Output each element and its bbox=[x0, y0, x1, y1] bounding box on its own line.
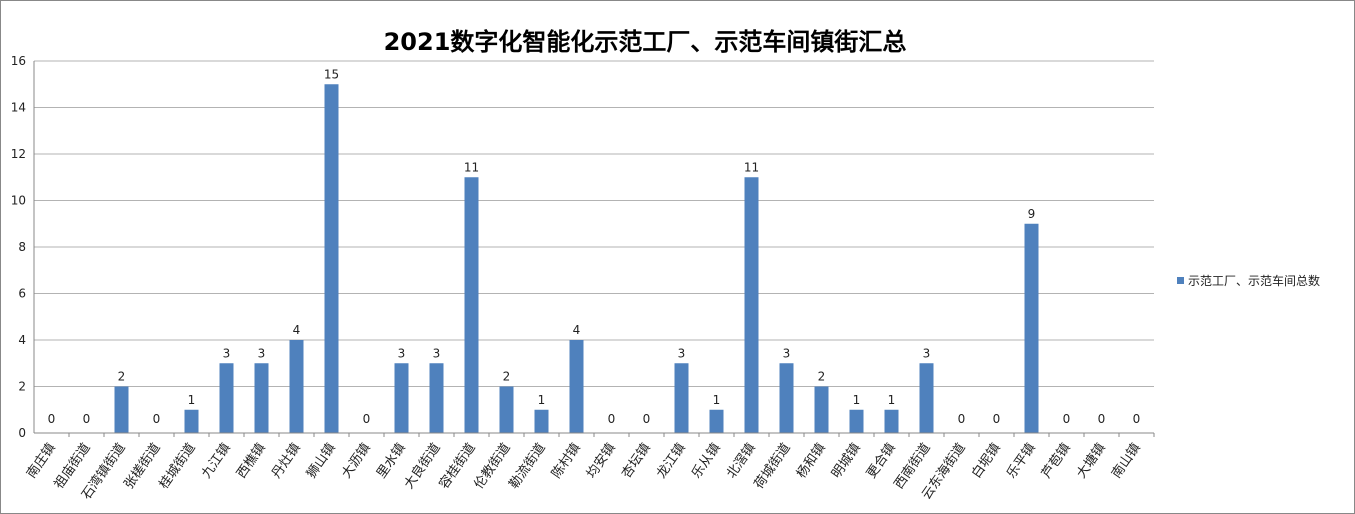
y-axis-ticks: 0 2 4 6 8 10 12 14 16 bbox=[11, 54, 26, 440]
bar bbox=[709, 409, 724, 433]
bar bbox=[184, 409, 199, 433]
data-label: 0 bbox=[1098, 412, 1106, 426]
x-tick-label: 大沥镇 bbox=[339, 441, 374, 482]
y-tick-label: 6 bbox=[18, 287, 26, 301]
data-label: 3 bbox=[433, 346, 441, 360]
data-label: 4 bbox=[293, 323, 301, 337]
y-tick-label: 16 bbox=[11, 54, 26, 68]
y-tick-label: 0 bbox=[18, 426, 26, 440]
bar bbox=[569, 340, 584, 433]
data-label: 3 bbox=[783, 346, 791, 360]
x-tick-label: 乐从镇 bbox=[689, 441, 724, 482]
bar bbox=[254, 363, 269, 433]
data-label: 0 bbox=[1133, 412, 1141, 426]
chart-title: 2021数字化智能化示范工厂、示范车间镇街汇总 bbox=[383, 28, 907, 56]
data-label: 0 bbox=[83, 412, 91, 426]
bar bbox=[779, 363, 794, 433]
x-tick-label: 大塘镇 bbox=[1073, 440, 1108, 481]
y-tick-label: 10 bbox=[11, 194, 26, 208]
bars bbox=[114, 84, 1039, 433]
data-label: 0 bbox=[363, 412, 371, 426]
data-label: 2 bbox=[818, 370, 826, 384]
data-label: 9 bbox=[1028, 207, 1036, 221]
bar bbox=[744, 177, 759, 433]
data-label: 4 bbox=[573, 323, 581, 337]
x-tick-label: 勒流街道 bbox=[507, 441, 549, 492]
x-tick-label: 陈村镇 bbox=[548, 440, 583, 481]
x-tick-label: 杨和镇 bbox=[794, 441, 829, 482]
x-tick-label: 龙江镇 bbox=[654, 441, 689, 482]
x-tick-label: 杏坛镇 bbox=[619, 441, 654, 482]
data-label: 1 bbox=[538, 393, 546, 407]
bar bbox=[499, 386, 514, 433]
data-label: 0 bbox=[1063, 412, 1071, 426]
data-label: 1 bbox=[853, 393, 861, 407]
x-tick-label: 桂城街道 bbox=[157, 441, 199, 492]
data-label: 3 bbox=[678, 346, 686, 360]
x-tick-label: 北滘镇 bbox=[724, 441, 759, 482]
data-label: 3 bbox=[923, 346, 931, 360]
legend: 示范工厂、示范车间总数 bbox=[1177, 272, 1320, 289]
data-label: 11 bbox=[744, 160, 759, 174]
data-label: 15 bbox=[324, 67, 339, 81]
bar bbox=[1024, 223, 1039, 433]
data-label: 0 bbox=[608, 412, 616, 426]
bar bbox=[884, 409, 899, 433]
bar bbox=[814, 386, 829, 433]
axes bbox=[33, 61, 1154, 434]
data-label: 0 bbox=[153, 412, 161, 426]
gridlines bbox=[34, 60, 1154, 387]
legend-swatch bbox=[1177, 277, 1184, 284]
x-tick-label: 明城镇 bbox=[829, 441, 864, 482]
bar bbox=[324, 84, 339, 433]
bar bbox=[464, 177, 479, 433]
x-tick-label: 南山镇 bbox=[1108, 440, 1143, 481]
y-tick-label: 14 bbox=[11, 101, 26, 115]
x-tick-label: 白坭镇 bbox=[968, 440, 1003, 481]
x-tick-label: 里水镇 bbox=[374, 441, 409, 482]
data-label: 0 bbox=[993, 412, 1001, 426]
y-tick-label: 8 bbox=[18, 240, 26, 254]
data-label: 0 bbox=[643, 412, 651, 426]
data-label: 3 bbox=[398, 346, 406, 360]
y-tick-label: 12 bbox=[11, 147, 26, 161]
y-tick-label: 4 bbox=[18, 333, 26, 347]
x-tick-label: 均安镇 bbox=[584, 441, 619, 482]
bar bbox=[429, 363, 444, 433]
data-label: 3 bbox=[258, 346, 266, 360]
x-tick-label: 乐平镇 bbox=[1004, 441, 1039, 482]
bar bbox=[919, 363, 934, 433]
data-label: 2 bbox=[118, 370, 126, 384]
y-tick-label: 2 bbox=[18, 380, 26, 394]
x-tick-label: 九江镇 bbox=[199, 441, 234, 482]
bar bbox=[534, 409, 549, 433]
data-label: 1 bbox=[188, 393, 196, 407]
x-tick-label: 更合镇 bbox=[864, 441, 899, 482]
bar bbox=[849, 409, 864, 433]
bar bbox=[114, 386, 129, 433]
x-tick-label: 芦苞镇 bbox=[1039, 441, 1074, 482]
x-tick-label: 南庄镇 bbox=[23, 440, 58, 481]
data-label: 3 bbox=[223, 346, 231, 360]
data-label: 1 bbox=[713, 393, 721, 407]
data-label: 0 bbox=[48, 412, 56, 426]
bar bbox=[394, 363, 409, 433]
data-label: 2 bbox=[503, 370, 511, 384]
x-tick-label: 西樵镇 bbox=[234, 441, 269, 482]
data-label: 0 bbox=[958, 412, 966, 426]
x-tick-label: 狮山镇 bbox=[304, 441, 339, 482]
x-tick-label: 荷城街道 bbox=[752, 441, 794, 492]
bar bbox=[289, 340, 304, 433]
bar bbox=[219, 363, 234, 433]
data-label: 1 bbox=[888, 393, 896, 407]
data-label: 11 bbox=[464, 160, 479, 174]
legend-label: 示范工厂、示范车间总数 bbox=[1188, 274, 1321, 288]
x-tick-label: 丹灶镇 bbox=[269, 441, 304, 482]
bar bbox=[674, 363, 689, 433]
